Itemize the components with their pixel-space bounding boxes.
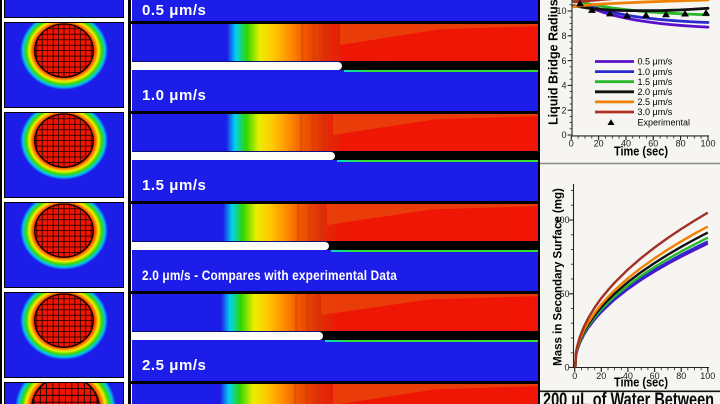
svg-text:0.5 μm/s: 0.5 μm/s: [638, 57, 673, 67]
svg-text:1.0 μm/s: 1.0 μm/s: [638, 67, 673, 77]
svg-text:40: 40: [621, 139, 631, 149]
svg-text:6: 6: [561, 56, 566, 66]
svg-text:Mass in Secondary Surface (mg): Mass in Secondary Surface (mg): [553, 188, 565, 366]
svg-text:0: 0: [564, 363, 569, 373]
svg-text:20: 20: [594, 139, 604, 149]
svg-text:100: 100: [700, 139, 715, 149]
svg-text:60: 60: [648, 139, 658, 149]
svg-text:100: 100: [554, 215, 569, 225]
svg-text:80: 80: [676, 139, 686, 149]
svg-text:2: 2: [561, 105, 566, 115]
svg-text:0: 0: [561, 130, 566, 140]
svg-text:20: 20: [596, 371, 606, 381]
svg-text:2.5 μm/s: 2.5 μm/s: [638, 97, 673, 107]
svg-text:Time (sec): Time (sec): [614, 375, 668, 389]
svg-text:8: 8: [561, 31, 566, 41]
svg-text:4: 4: [561, 81, 566, 91]
svg-text:Liquid Bridge Radius (mm): Liquid Bridge Radius (mm): [547, 0, 561, 125]
svg-text:0: 0: [569, 139, 574, 149]
svg-text:1.5 μm/s: 1.5 μm/s: [638, 77, 673, 87]
svg-text:10: 10: [556, 6, 566, 16]
svg-text:60: 60: [650, 371, 660, 381]
svg-text:80: 80: [676, 371, 686, 381]
svg-text:Experimental: Experimental: [638, 118, 691, 128]
svg-text:50: 50: [559, 289, 569, 299]
svg-text:40: 40: [623, 371, 633, 381]
svg-text:3.0 μm/s: 3.0 μm/s: [638, 107, 673, 117]
svg-text:2.0 μm/s: 2.0 μm/s: [638, 87, 673, 97]
svg-text:0: 0: [572, 371, 577, 381]
svg-text:100: 100: [700, 371, 715, 381]
svg-text:Time (sec): Time (sec): [614, 145, 668, 159]
